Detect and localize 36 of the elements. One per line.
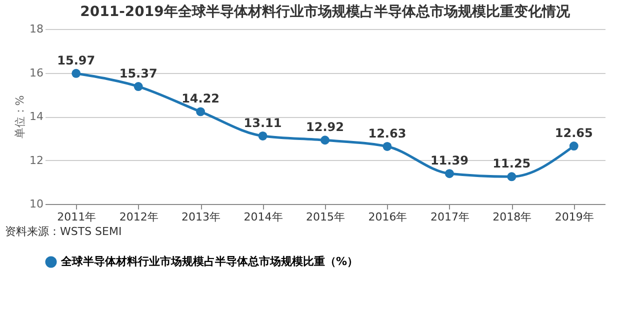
point — [569, 142, 578, 150]
x-tick-label: 2013年 — [182, 210, 221, 224]
x-tick-label: 2019年 — [554, 210, 594, 224]
y-tick-label: 18 — [30, 22, 44, 36]
data-label: 12.63 — [368, 126, 406, 140]
data-label: 11.25 — [492, 156, 531, 171]
point — [382, 142, 392, 151]
x-tick-label: 2015年 — [306, 210, 345, 224]
y-tick-label: 14 — [30, 110, 44, 123]
x-tick-label: 2011年 — [57, 210, 96, 224]
point — [196, 107, 206, 116]
point — [320, 136, 330, 145]
point — [134, 82, 143, 91]
text: 资料来源：WSTS SEMI — [5, 225, 122, 238]
x-tick-label: 2018年 — [492, 210, 532, 224]
legend-label: 全球半导体材料行业市场规模占半导体总市场规模比重（%） — [60, 255, 358, 268]
point — [72, 68, 81, 78]
x-tick-label: 2014年 — [244, 210, 283, 224]
data-label: 15.97 — [57, 53, 96, 68]
x-tick-label: 2016年 — [368, 210, 408, 224]
y-tick-label: 16 — [30, 66, 44, 80]
y-tick-label: 12 — [30, 154, 44, 167]
point — [258, 132, 268, 140]
data-label: 12.92 — [306, 120, 344, 134]
data-label: 14.22 — [182, 92, 220, 106]
point — [507, 172, 516, 182]
y-tick-label: 10 — [30, 198, 44, 210]
y-axis-title: 单位：% — [14, 95, 27, 139]
x-tick-label: 2012年 — [119, 210, 158, 224]
chart-title: 2011-2019年全球半导体材料行业市场规模占半导体总市场规模比重变化情况 — [80, 3, 571, 20]
data-label: 11.39 — [430, 154, 468, 168]
data-label: 13.11 — [244, 116, 282, 130]
data-label: 12.65 — [554, 126, 593, 140]
point — [444, 169, 454, 178]
data-label: 15.37 — [119, 66, 158, 81]
x-tick-label: 2017年 — [430, 210, 470, 224]
